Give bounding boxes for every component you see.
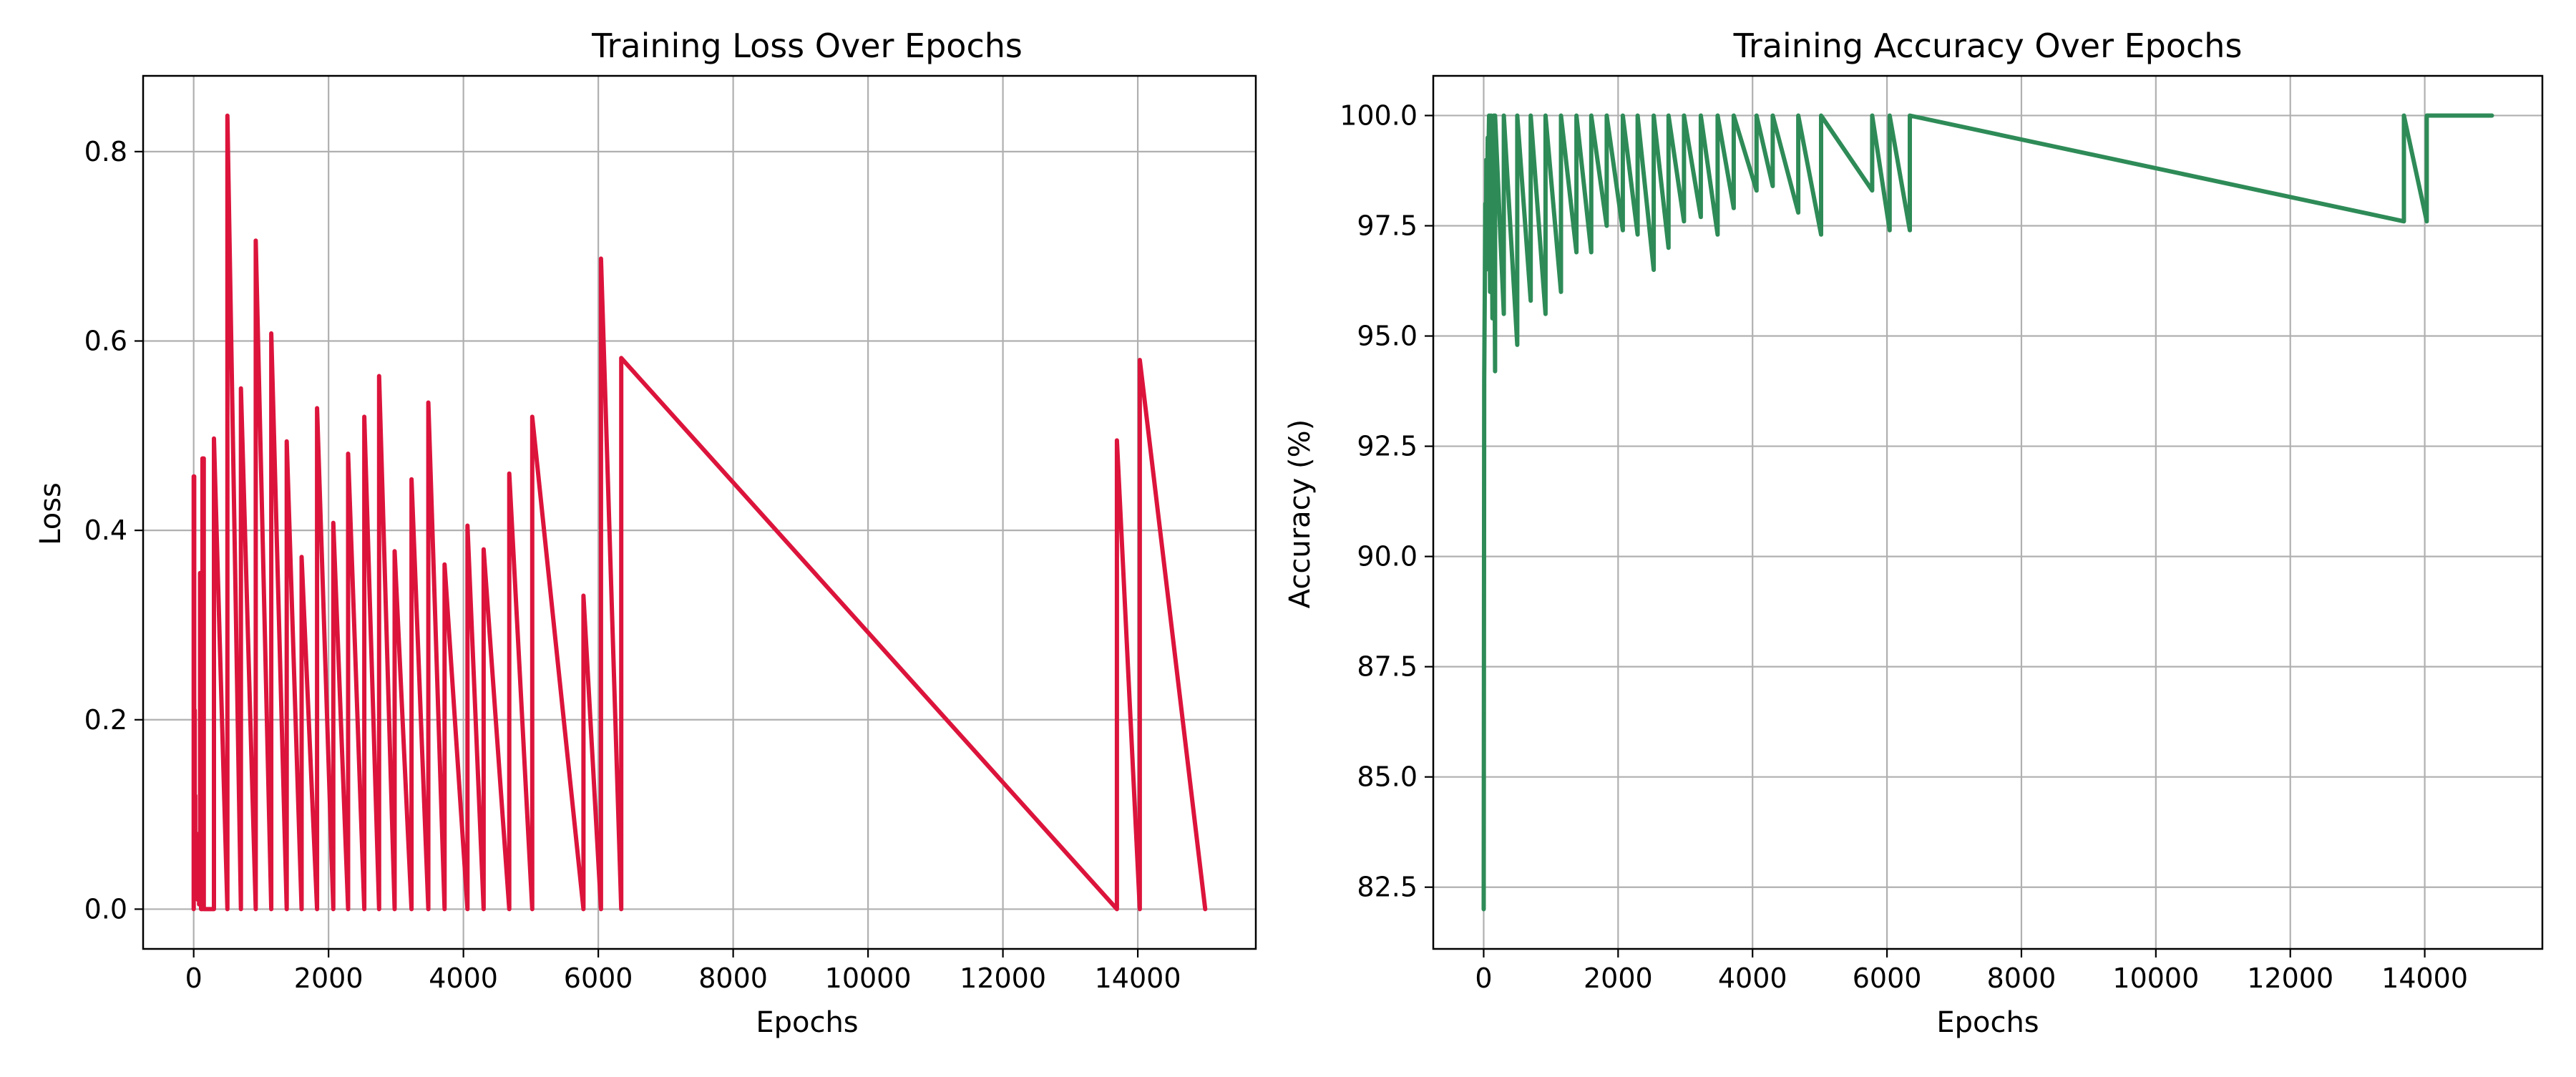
accuracy-chart-y-tick-label-7: 100.0 — [1340, 99, 1418, 131]
accuracy-chart: Training Accuracy Over Epochs 0 2000 4000 6… — [1284, 26, 2544, 1039]
accuracy-chart-title: Training Accuracy Over Epochs — [1733, 26, 2243, 65]
loss-chart-x-tick-label-5: 10000 — [825, 963, 912, 994]
accuracy-chart-grid — [1433, 76, 2542, 949]
accuracy-chart-y-ticks: 82.5 85.0 87.5 90.0 92.5 95.0 97.5 100.0 — [1340, 99, 1433, 903]
accuracy-chart-series-line-0 — [1481, 113, 2494, 912]
accuracy-chart-y-axis-label: Accuracy (%) — [1284, 419, 1317, 609]
accuracy-chart-plot-area — [1432, 74, 2544, 950]
accuracy-chart-x-tick-label-2: 4000 — [1718, 963, 1787, 994]
loss-chart-y-tick-label-3: 0.6 — [84, 325, 127, 356]
loss-chart-x-tick-label-2: 4000 — [429, 963, 498, 994]
accuracy-chart-x-tick-label-3: 6000 — [1853, 963, 1922, 994]
loss-chart-series — [191, 113, 1208, 912]
loss-chart-y-ticks: 0.0 0.2 0.4 0.6 0.8 — [84, 136, 143, 925]
loss-chart-grid — [143, 76, 1256, 949]
loss-chart-y-tick-label-2: 0.4 — [84, 515, 127, 546]
loss-chart-title: Training Loss Over Epochs — [591, 26, 1023, 65]
accuracy-chart-y-tick-label-1: 85.0 — [1357, 761, 1418, 793]
loss-chart-series-line-0 — [191, 113, 1208, 912]
loss-chart-y-axis-label: Loss — [34, 482, 67, 545]
accuracy-chart-y-tick-label-5: 95.0 — [1357, 321, 1418, 352]
accuracy-chart-x-tick-label-7: 14000 — [2381, 963, 2468, 994]
loss-chart-x-tick-label-7: 14000 — [1095, 963, 1181, 994]
loss-chart-y-tick-label-4: 0.8 — [84, 136, 127, 167]
accuracy-chart-x-tick-label-0: 0 — [1475, 963, 1492, 994]
accuracy-chart-y-tick-label-3: 90.0 — [1357, 541, 1418, 572]
accuracy-chart-x-axis-label: Epochs — [1936, 1006, 2039, 1039]
loss-chart-x-axis-label: Epochs — [756, 1006, 858, 1039]
accuracy-chart-x-ticks: 0 2000 4000 6000 8000 10000 12000 14000 — [1475, 949, 2468, 994]
accuracy-chart-x-tick-label-4: 8000 — [1987, 963, 2057, 994]
loss-chart-y-tick-label-0: 0.0 — [84, 893, 127, 925]
accuracy-chart-x-tick-label-6: 12000 — [2247, 963, 2333, 994]
accuracy-chart-y-tick-label-6: 97.5 — [1357, 210, 1418, 241]
accuracy-chart-y-tick-label-0: 82.5 — [1357, 872, 1418, 903]
accuracy-chart-y-tick-label-4: 92.5 — [1357, 431, 1418, 462]
accuracy-chart-y-tick-label-2: 87.5 — [1357, 651, 1418, 683]
loss-chart-plot-area — [142, 74, 1257, 950]
accuracy-chart-x-tick-label-1: 2000 — [1584, 963, 1653, 994]
loss-chart-x-tick-label-1: 2000 — [294, 963, 364, 994]
loss-chart-x-tick-label-3: 6000 — [564, 963, 633, 994]
loss-chart-x-tick-label-0: 0 — [185, 963, 203, 994]
loss-chart-x-tick-label-6: 12000 — [960, 963, 1046, 994]
accuracy-chart-series — [1481, 113, 2494, 912]
accuracy-chart-x-tick-label-5: 10000 — [2112, 963, 2199, 994]
loss-chart-y-tick-label-1: 0.2 — [84, 704, 127, 736]
loss-chart: Training Loss Over Epochs 0 2000 4000 6000 8… — [34, 26, 1257, 1039]
loss-chart-x-tick-label-4: 8000 — [698, 963, 768, 994]
loss-chart-x-ticks: 0 2000 4000 6000 8000 10000 12000 14000 — [185, 949, 1181, 994]
